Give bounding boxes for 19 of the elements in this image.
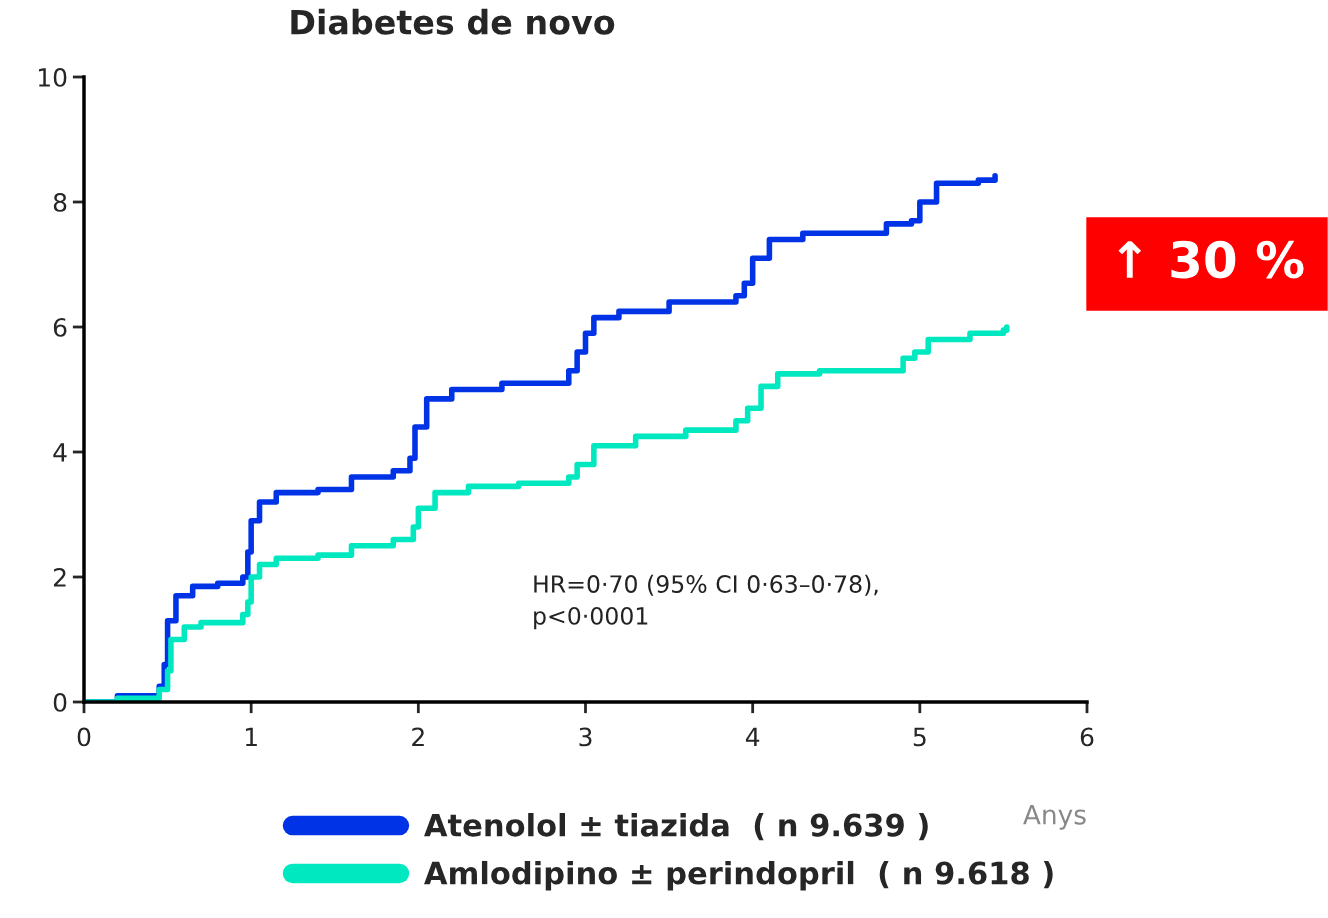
y-tick-label: 8 — [53, 192, 67, 212]
x-tick-label: 4 — [745, 727, 760, 746]
x-axis-title: Anys — [1023, 805, 1086, 830]
x-tick-label: 2 — [412, 727, 424, 746]
x-tick-label: 3 — [579, 727, 592, 747]
text: ↑ 30 % — [1118, 240, 1304, 279]
x-tick-label: 1 — [245, 727, 257, 746]
y-tick-label: 6 — [53, 317, 67, 337]
y-tick-label: 10 — [38, 67, 67, 87]
y-tick-label: 0 — [53, 692, 67, 712]
legend-label: Atenolol ± tiazida ( n 9.639 ) — [424, 813, 928, 841]
x-tick-label: 6 — [1080, 727, 1094, 747]
y-tick-label: 2 — [53, 567, 66, 587]
x-tick-label: 0 — [77, 727, 91, 747]
chart-title: Diabetes de novo — [291, 8, 615, 35]
x-tick-label: 5 — [913, 727, 926, 747]
annotation: HR=0·70 (95% CI 0·63–0·78), p<0·0001 — [534, 574, 878, 630]
legend-label: Amlodipino ± perindopril ( n 9.618 ) — [424, 860, 1053, 891]
y-tick-label: 4 — [53, 443, 67, 462]
